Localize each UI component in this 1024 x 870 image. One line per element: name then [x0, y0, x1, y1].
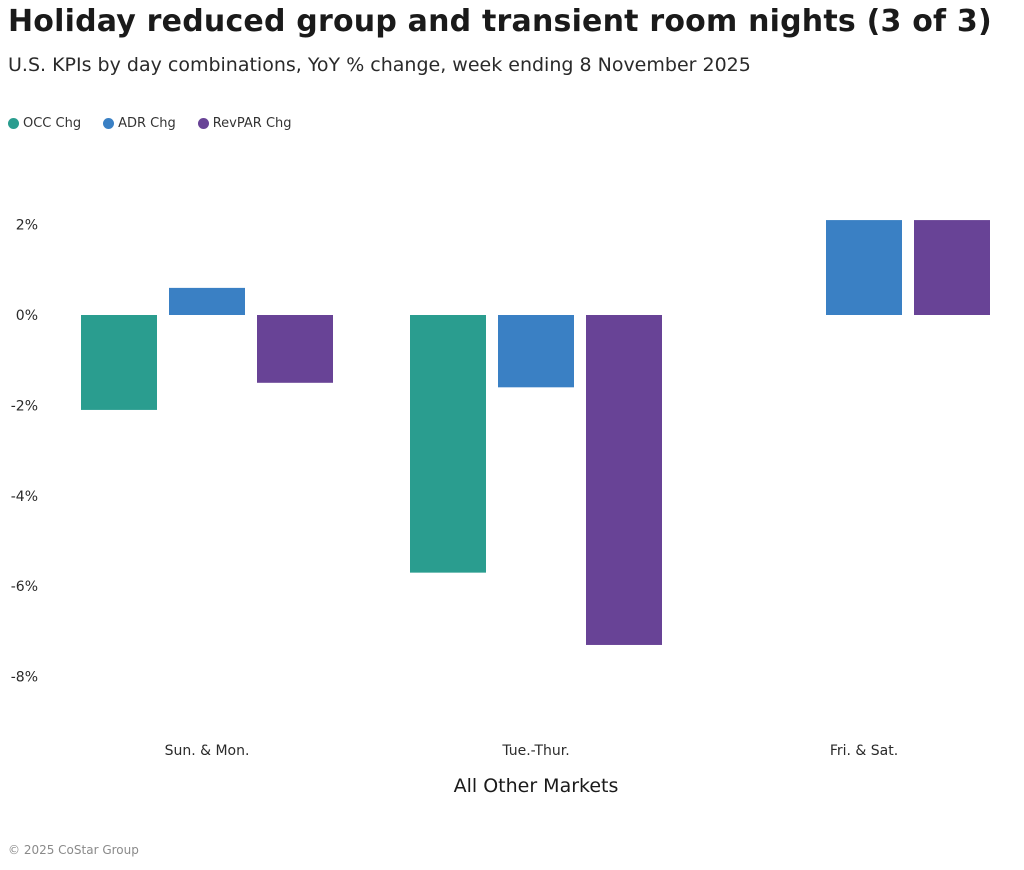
x-axis-title: All Other Markets	[454, 775, 619, 797]
chart-title: Holiday reduced group and transient room…	[8, 4, 992, 39]
bar-revpar-1	[257, 315, 333, 383]
legend-label-occ: OCC Chg	[23, 116, 82, 131]
bar-adr-1	[169, 287, 245, 315]
y-tick-label: 0%	[16, 308, 38, 324]
chart-subtitle: U.S. KPIs by day combinations, YoY % cha…	[8, 54, 751, 76]
legend-dot-adr	[103, 118, 115, 129]
y-tick-label: -6%	[11, 579, 38, 595]
bar-adr-2	[498, 315, 574, 388]
legend-label-revpar: RevPAR Chg	[212, 116, 292, 131]
y-axis: 2% 0% -2% -4% -6% -8%	[11, 218, 38, 686]
legend-label-adr: ADR Chg	[118, 116, 176, 131]
y-tick-label: 2%	[16, 218, 38, 234]
legend-item-occ: OCC Chg	[8, 116, 81, 131]
y-tick-label: -4%	[11, 489, 38, 505]
x-axis: Sun. & Mon. Tue.-Thur. Fri. & Sat.	[165, 743, 899, 759]
x-tick-label: Sun. & Mon.	[165, 743, 250, 759]
bar-chart: 2% 0% -2% -4% -6% -8% Sun. & Mon. Tue.-Thur. Fr…	[11, 218, 990, 797]
y-tick-label: -2%	[11, 398, 38, 414]
bar-revpar-2	[586, 315, 662, 645]
bar-adr-3	[826, 220, 902, 315]
legend-item-adr: ADR Chg	[103, 116, 176, 131]
legend-dot-revpar	[197, 118, 209, 129]
bar-revpar-3	[914, 220, 990, 315]
x-tick-label: Tue.-Thur.	[501, 743, 569, 759]
legend: OCC Chg ADR Chg RevPAR Chg	[8, 116, 292, 131]
legend-dot-occ	[8, 118, 19, 129]
x-tick-label: Fri. & Sat.	[830, 743, 898, 759]
bar-occ-2	[410, 315, 486, 573]
bars	[81, 220, 990, 645]
y-tick-label: -8%	[11, 670, 38, 686]
copyright-footer: © 2025 CoStar Group	[8, 843, 139, 857]
legend-item-revpar: RevPAR Chg	[197, 116, 292, 131]
bar-occ-1	[81, 315, 157, 410]
